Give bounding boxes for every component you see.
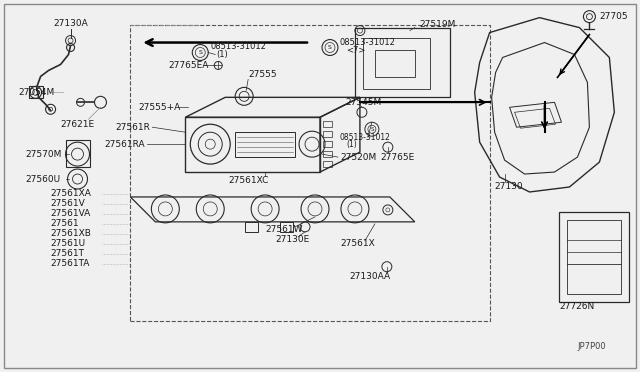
Text: S: S [328,45,332,50]
Text: 27561XB: 27561XB [51,229,92,238]
Text: 27561T: 27561T [51,249,84,258]
Text: 27519M: 27519M [420,20,456,29]
Text: 27545M: 27545M [345,98,381,107]
Text: 27705: 27705 [600,12,628,21]
Text: 27561W: 27561W [265,225,303,234]
Text: 08513-31012: 08513-31012 [340,38,396,47]
Text: 27561V: 27561V [51,199,85,208]
Text: JP7P00: JP7P00 [577,342,606,351]
Text: 27765EA: 27765EA [168,61,209,70]
Text: 27130: 27130 [495,183,524,192]
Text: 27726N: 27726N [559,302,595,311]
Text: 27054M: 27054M [19,88,55,97]
Text: 27561R: 27561R [115,123,150,132]
Text: 27561X: 27561X [340,239,374,248]
Text: (1): (1) [216,50,228,59]
Text: 27130AA: 27130AA [349,272,390,281]
Text: 27560U: 27560U [26,174,61,183]
Text: 27570M: 27570M [26,150,62,158]
Text: 27561: 27561 [51,219,79,228]
Text: 27621E: 27621E [61,120,95,129]
Text: 27561XC: 27561XC [228,176,268,185]
Text: 27130E: 27130E [275,235,309,244]
Text: <7>: <7> [346,46,365,55]
Text: 08513-31012: 08513-31012 [210,42,266,51]
Text: 27561RA: 27561RA [105,140,145,149]
Text: S: S [198,50,202,55]
Text: 27555: 27555 [248,70,276,79]
Text: 27561XA: 27561XA [51,189,92,199]
Text: 08513-31012: 08513-31012 [340,133,391,142]
Text: 27130A: 27130A [53,19,88,28]
Text: S: S [370,127,374,132]
Text: 27561U: 27561U [51,239,86,248]
Text: (1): (1) [346,140,356,149]
Text: 27561VA: 27561VA [51,209,91,218]
Text: 27555+A: 27555+A [138,103,180,112]
Text: 27520M: 27520M [340,153,376,161]
Text: 27561TA: 27561TA [51,259,90,268]
Text: 27765E: 27765E [380,153,414,161]
